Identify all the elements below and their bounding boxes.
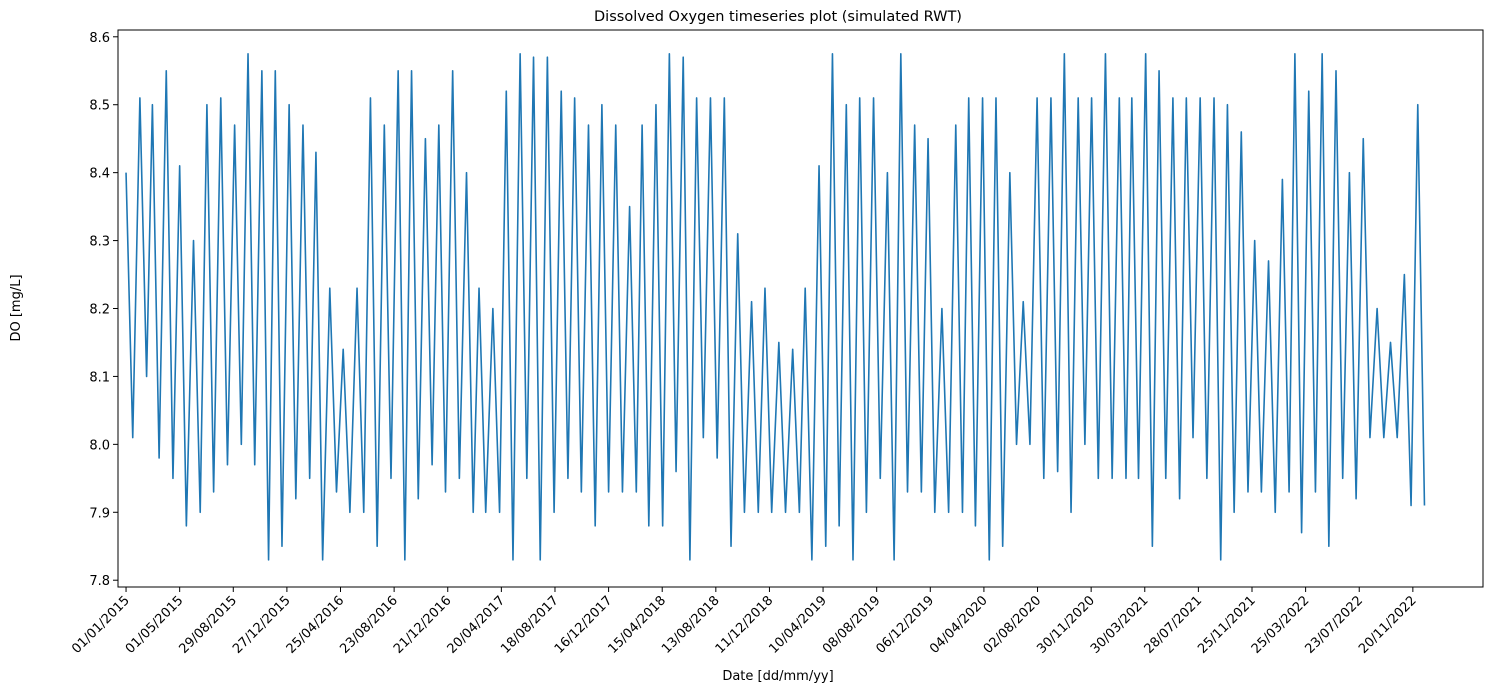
- plot-frame: [117, 29, 1484, 588]
- y-tick-label: 8.4: [89, 167, 110, 182]
- y-tick-label: 8.0: [89, 438, 110, 453]
- x-axis-label: Date [dd/mm/yy]: [722, 669, 833, 684]
- x-tick-label: 20/11/2022: [1356, 593, 1420, 657]
- y-tick-label: 8.3: [89, 235, 110, 250]
- chart-title: Dissolved Oxygen timeseries plot (simula…: [594, 9, 962, 25]
- y-tick-label: 8.2: [89, 303, 110, 318]
- data-line: [125, 52, 1426, 561]
- y-tick-label: 7.8: [89, 574, 110, 589]
- y-tick-label: 8.6: [89, 31, 110, 46]
- y-tick-label: 8.5: [89, 99, 110, 114]
- y-tick-label: 8.1: [89, 370, 110, 385]
- y-tick-label: 7.9: [89, 506, 110, 521]
- y-axis-label: DO [mg/L]: [9, 274, 24, 341]
